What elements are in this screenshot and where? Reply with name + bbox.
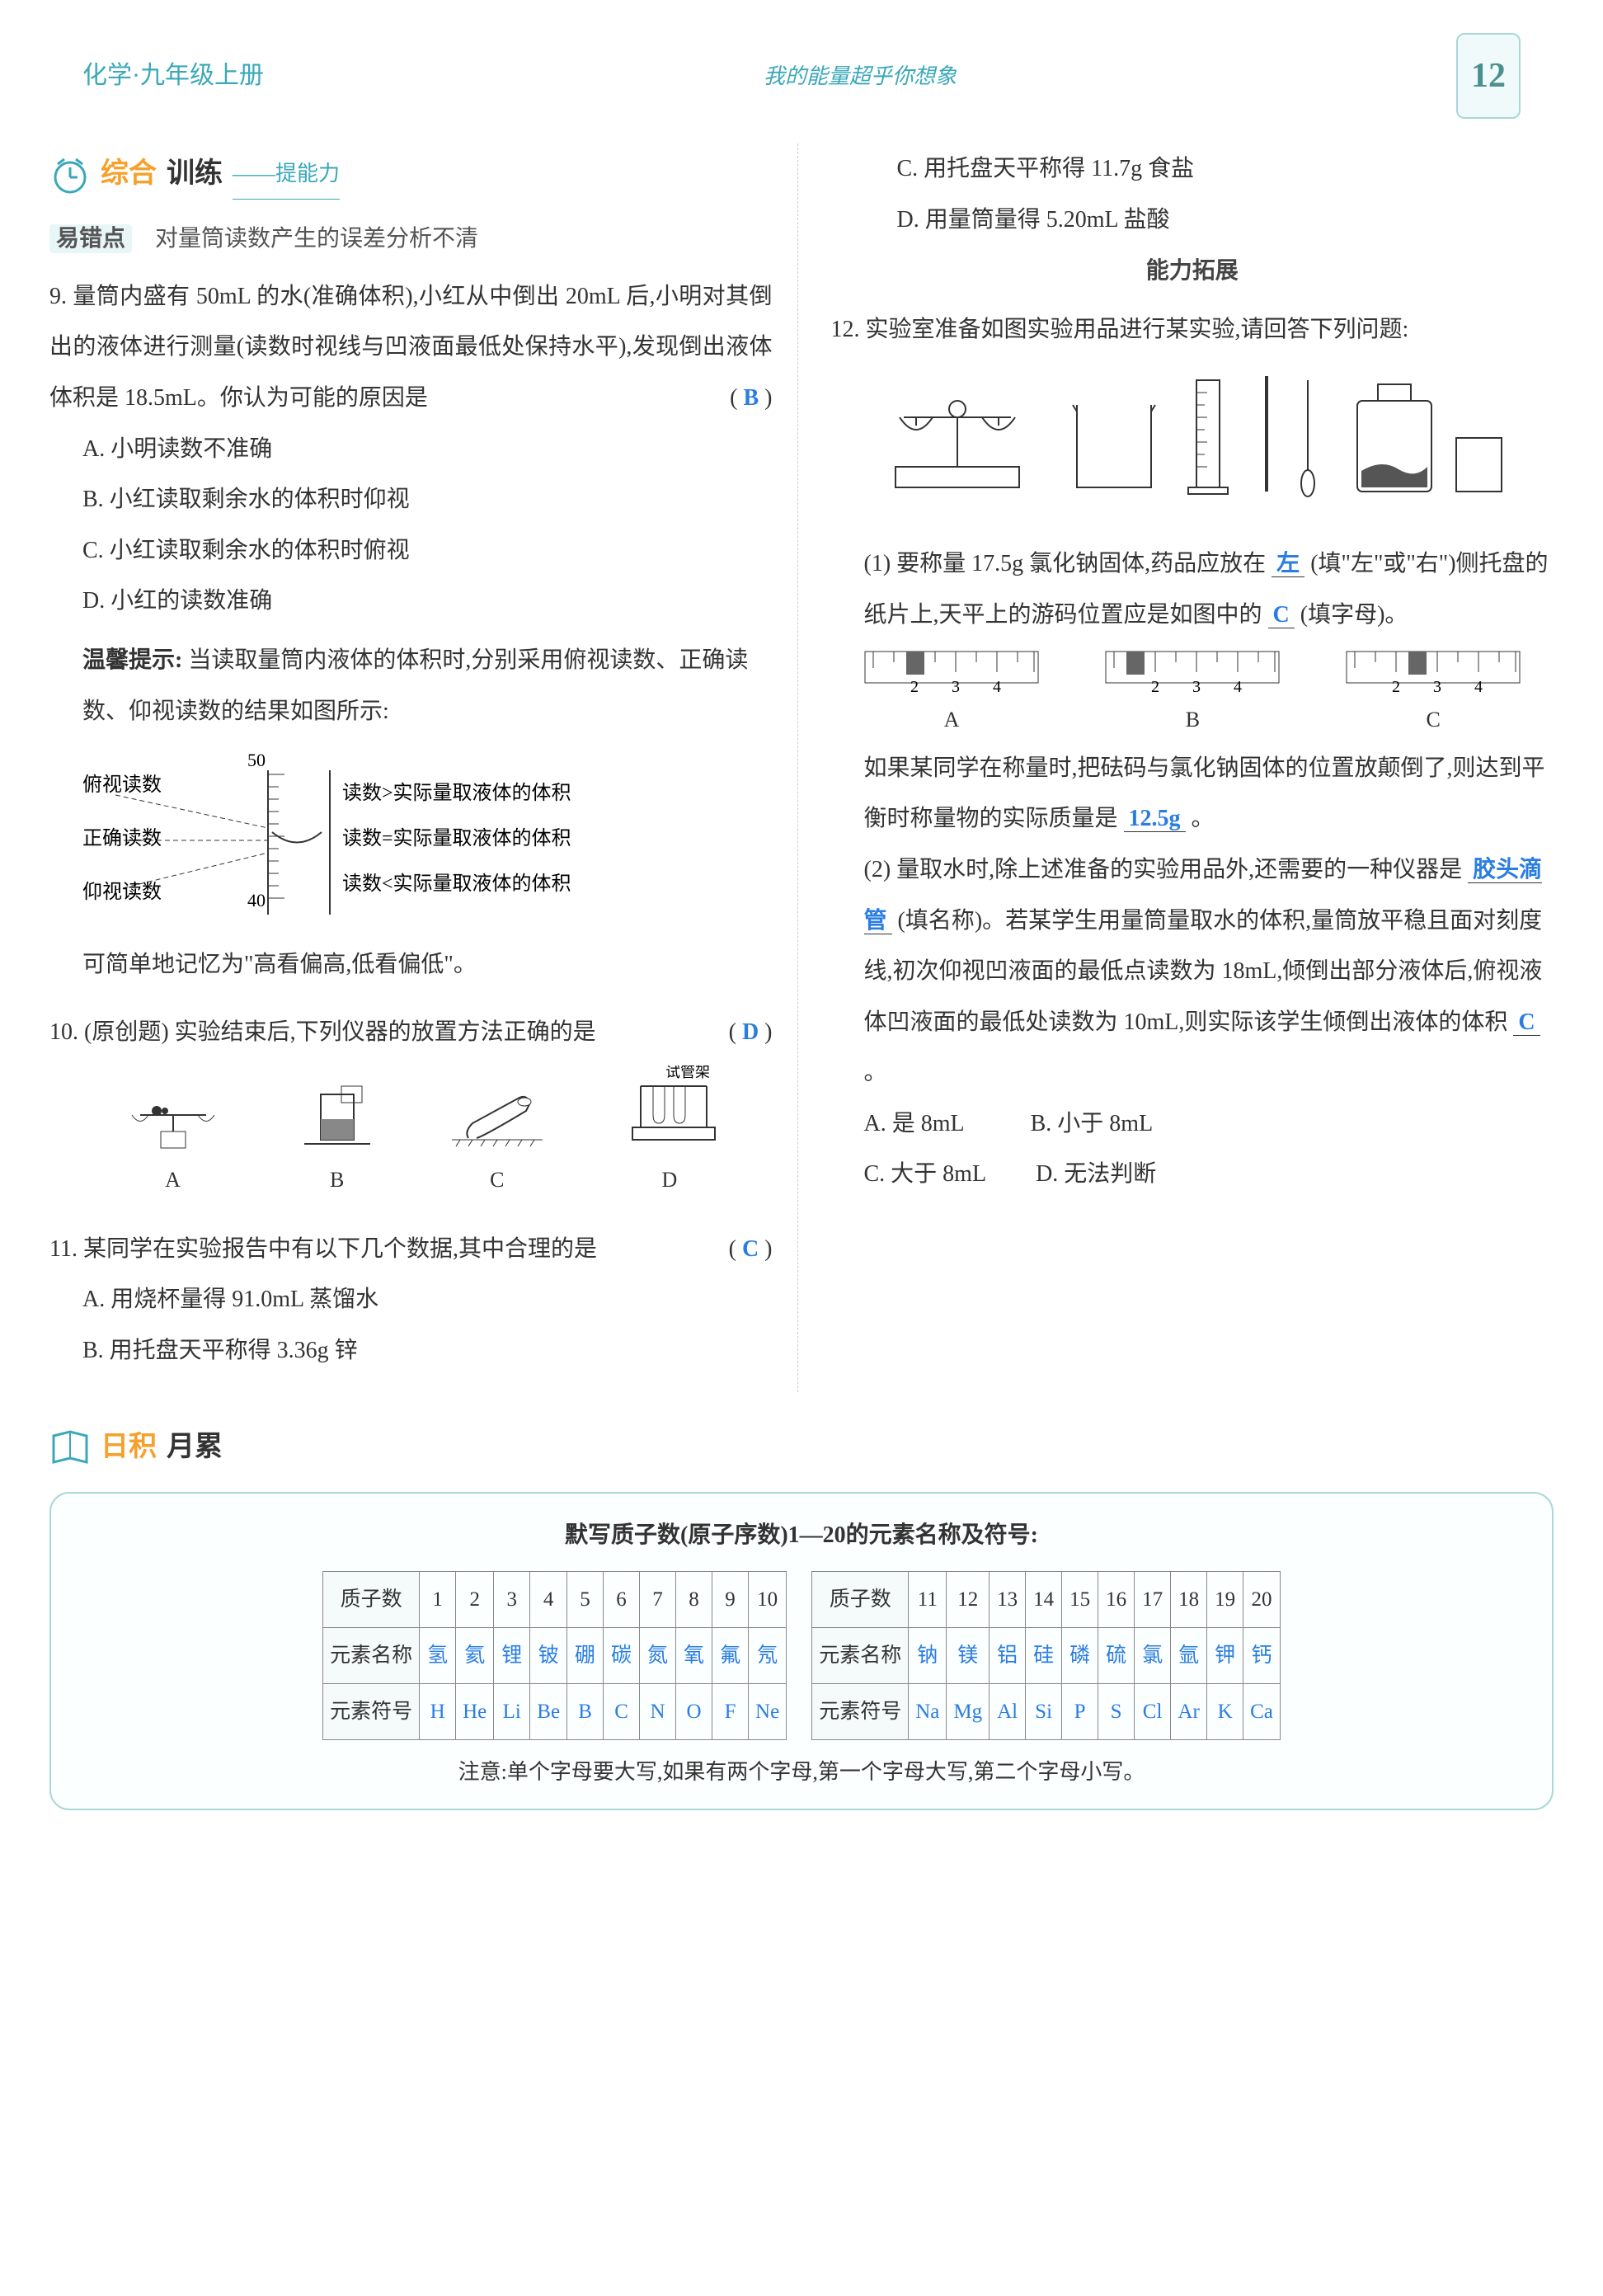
- tip-text: 当读取量筒内液体的体积时,分别采用俯视读数、正确读数、仰视读数的结果如图所示:: [82, 647, 748, 724]
- q12-2-t1: 量取水时,除上述准备的实验用品外,还需要的一种仪器是: [896, 857, 1462, 882]
- elements-table-1: 质子数 12345678910 元素名称 氢氦锂铍硼碳氮氧氟氖 元素符号 HHe…: [322, 1571, 787, 1740]
- question-9: 9. 量筒内盛有 50mL 的水(准确体积),小红从中倒出 20mL 后,小明对…: [49, 271, 773, 990]
- svg-text:读数<实际量取液体的体积: 读数<实际量取液体的体积: [342, 873, 571, 895]
- cyl-40: 40: [247, 890, 266, 910]
- q11-opt-a: A. 用烧杯量得 91.0mL 蒸馏水: [49, 1274, 773, 1325]
- elements-table-wrap: 默写质子数(原子序数)1—20的元素名称及符号: 质子数 12345678910…: [49, 1492, 1554, 1810]
- q9-opt-d: D. 小红的读数准确: [49, 576, 773, 627]
- q9-opt-c: C. 小红读取剩余水的体积时俯视: [49, 525, 773, 576]
- q9-opt-b: B. 小红读取剩余水的体积时仰视: [49, 474, 773, 525]
- svg-text:2: 2: [1151, 678, 1159, 693]
- svg-text:读数>实际量取液体的体积: 读数>实际量取液体的体积: [342, 782, 571, 804]
- ability-title: 能力拓展: [831, 246, 1554, 297]
- q12-1-label: (1): [864, 551, 891, 576]
- svg-text:4: 4: [1474, 678, 1483, 693]
- svg-text:2: 2: [910, 678, 919, 693]
- q9-num: 9.: [49, 284, 67, 309]
- left-column: 综合 训练 ——提能力 易错点 对量筒读数产生的误差分析不清 9. 量筒内盛有 …: [49, 144, 798, 1392]
- mistake-text: 对量筒读数产生的误差分析不清: [155, 226, 478, 252]
- q12-text: 实验室准备如图实验用品进行某实验,请回答下列问题:: [866, 317, 1409, 342]
- svg-text:3: 3: [1433, 678, 1441, 693]
- cyl-50: 50: [247, 750, 266, 770]
- svg-text:4: 4: [993, 678, 1001, 693]
- accumulate-section-title: 日积 月累: [49, 1417, 1554, 1479]
- riji-label: 日积: [101, 1417, 157, 1479]
- q11-opt-d: D. 用量筒量得 5.20mL 盐酸: [864, 195, 1554, 246]
- q12-1-t5: 。: [1192, 806, 1215, 831]
- q10-answer: D: [742, 1019, 759, 1045]
- q12-2-label: (2): [864, 857, 891, 882]
- yuelei-label: 月累: [167, 1417, 223, 1479]
- elem-table-title: 默写质子数(原子序数)1—20的元素名称及符号:: [76, 1510, 1527, 1561]
- q12-num: 12.: [831, 317, 860, 342]
- xunlian-label: 训练: [167, 144, 223, 205]
- q12-2-opt-c: C. 大于 8mL: [864, 1149, 987, 1200]
- elem-table-note: 注意:单个字母要大写,如果有两个字母,第一个字母大写,第二个字母小写。: [76, 1748, 1527, 1795]
- question-11: 11. 某同学在实验报告中有以下几个数据,其中合理的是 ( C ) A. 用烧杯…: [49, 1224, 773, 1376]
- q12-2-opt-b: B. 小于 8mL: [1031, 1099, 1154, 1150]
- q12-2-ans2: C: [1513, 1009, 1540, 1036]
- book-title: 化学·九年级上册: [82, 49, 264, 103]
- svg-text:2: 2: [1392, 678, 1400, 693]
- right-column: C. 用托盘天平称得 11.7g 食盐 D. 用量筒量得 5.20mL 盐酸 能…: [831, 144, 1554, 1392]
- question-12: 12. 实验室准备如图实验用品进行某实验,请回答下列问题:: [831, 304, 1554, 1200]
- q12-2-opt-d: D. 无法判断: [1036, 1149, 1156, 1200]
- q11-text: 某同学在实验报告中有以下几个数据,其中合理的是: [83, 1236, 597, 1262]
- svg-text:4: 4: [1234, 678, 1242, 693]
- page-header: 化学·九年级上册 我的能量超乎你想象 12: [49, 33, 1554, 119]
- q9-answer: B: [743, 385, 759, 411]
- svg-text:3: 3: [952, 678, 960, 693]
- svg-text:读数=实际量取液体的体积: 读数=实际量取液体的体积: [342, 827, 571, 849]
- q12-1-t3: (填字母)。: [1300, 602, 1408, 628]
- svg-text:俯视读数: 俯视读数: [82, 774, 162, 796]
- q9-opt-a: A. 小明读数不准确: [49, 424, 773, 475]
- q11-opt-c: C. 用托盘天平称得 11.7g 食盐: [864, 144, 1554, 195]
- q12-2-t2: (填名称)。若某学生用量筒量取水的体积,量筒放平稳且面对刻度线,初次仰视凹液面的…: [864, 908, 1543, 1035]
- q12-1-t1: 要称量 17.5g 氯化钠固体,药品应放在: [896, 551, 1266, 576]
- book-icon: [49, 1428, 91, 1469]
- cyl-mnemonic: 可简单地记忆为"高看偏高,低看偏低"。: [49, 939, 773, 990]
- cylinder-reading-diagram: 50 40: [49, 750, 773, 931]
- zonghe-label: 综合: [101, 144, 157, 205]
- page-number: 12: [1456, 33, 1521, 119]
- q12-1-ans2: C: [1268, 602, 1295, 628]
- mistake-label: 易错点: [49, 224, 132, 253]
- clock-icon: [49, 154, 91, 195]
- q9-text: 量筒内盛有 50mL 的水(准确体积),小红从中倒出 20mL 后,小明对其倒出…: [49, 284, 773, 411]
- q11-opt-b: B. 用托盘天平称得 3.36g 锌: [49, 1325, 773, 1376]
- mistake-point: 易错点 对量筒读数产生的误差分析不清: [49, 214, 773, 265]
- q10-fig-b: B: [296, 1082, 378, 1203]
- tineng-label: ——提能力: [233, 150, 340, 200]
- ruler-b: B: [1186, 696, 1200, 743]
- q10-fig-d: 试管架 D: [616, 1066, 723, 1203]
- elements-table-2: 质子数 11121314151617181920 元素名称 钠镁铝硅磷硫氯氩钾钙…: [811, 1571, 1281, 1740]
- q11-num: 11.: [49, 1236, 78, 1262]
- q10-fig-c: C: [444, 1082, 551, 1203]
- section-training-title: 综合 训练 ——提能力: [49, 144, 773, 205]
- q10-num: 10.: [49, 1019, 78, 1045]
- tagline: 我的能量超乎你想象: [764, 53, 957, 100]
- q10-fig-a: A: [115, 1082, 231, 1203]
- q12-1-ans1: 左: [1272, 551, 1304, 577]
- question-10: 10. (原创题) 实验结束后,下列仪器的放置方法正确的是 ( D ): [49, 1007, 773, 1207]
- ruler-a: A: [944, 696, 960, 743]
- lab-items-figure: [831, 364, 1554, 523]
- svg-text:正确读数: 正确读数: [82, 827, 162, 849]
- ruler-c: C: [1426, 696, 1440, 743]
- q10-prefix: (原创题): [84, 1019, 169, 1045]
- ruler-figures: 2 3 4 2 3 4 2 3 4: [831, 647, 1554, 693]
- svg-text:仰视读数: 仰视读数: [82, 881, 162, 903]
- q12-2-opt-a: A. 是 8mL: [864, 1099, 965, 1150]
- tip-label: 温馨提示:: [82, 647, 182, 673]
- q11-answer: C: [742, 1236, 759, 1262]
- q12-2-t3: 。: [864, 1060, 887, 1085]
- svg-text:试管架: 试管架: [665, 1066, 710, 1080]
- svg-text:3: 3: [1192, 678, 1201, 693]
- q12-1-ans3: 12.5g: [1124, 806, 1186, 832]
- q10-text: 实验结束后,下列仪器的放置方法正确的是: [175, 1019, 596, 1045]
